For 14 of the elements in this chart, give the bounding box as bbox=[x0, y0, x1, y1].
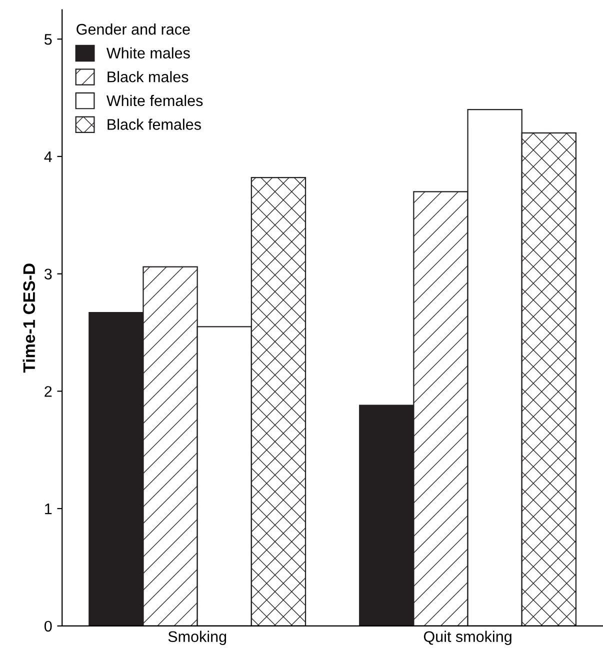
y-tick-label: 1 bbox=[45, 504, 52, 514]
y-tick-label: 4 bbox=[44, 151, 52, 162]
legend-label: Black females bbox=[108, 118, 201, 130]
y-tick-label: 0 bbox=[44, 620, 52, 632]
y-tick-label: 3 bbox=[44, 268, 52, 280]
legend-label: Black males bbox=[108, 71, 188, 82]
y-tick-label: 5 bbox=[44, 34, 52, 45]
legend-label: White females bbox=[106, 94, 203, 106]
y-axis-title: Time-1 CES-D bbox=[22, 264, 36, 373]
x-tick-label: Quit smoking bbox=[424, 630, 512, 646]
legend-label: White males bbox=[106, 47, 190, 59]
legend-title: Gender and race bbox=[76, 24, 190, 35]
x-tick-label: Smoking bbox=[168, 630, 226, 646]
y-tick-label: 2 bbox=[44, 386, 52, 397]
